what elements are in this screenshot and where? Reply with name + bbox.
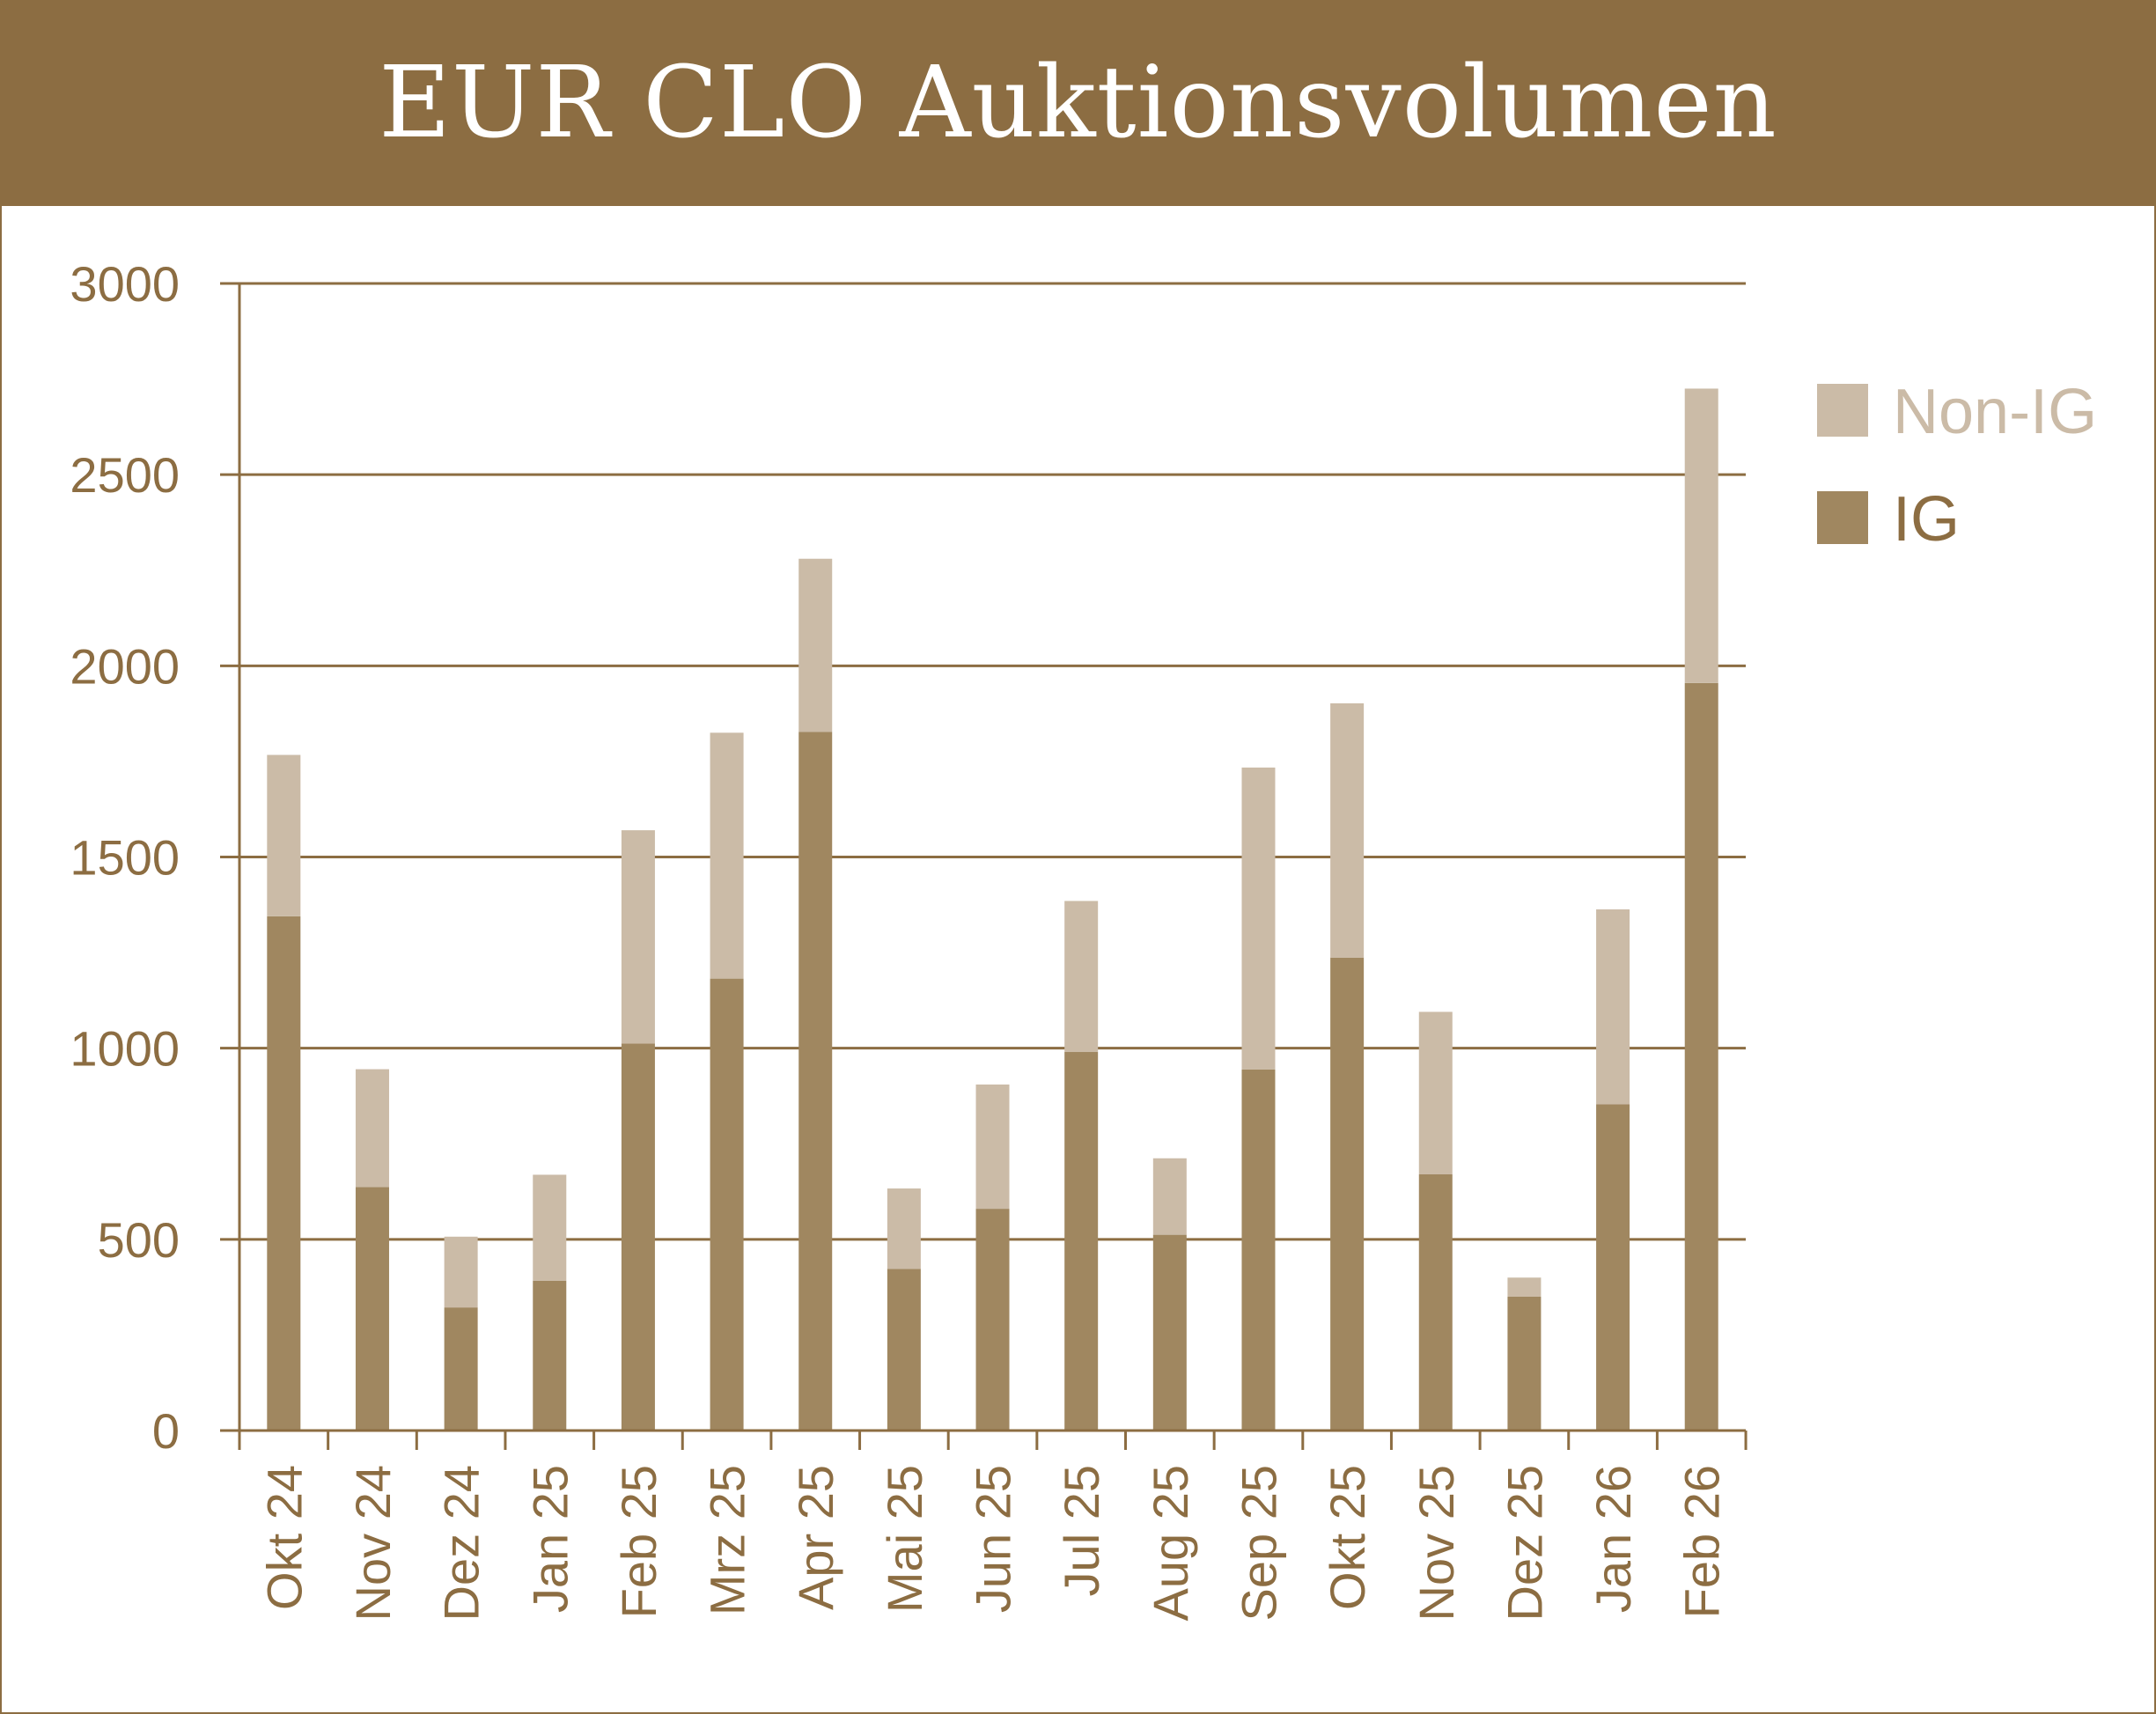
x-tick-label: Nov 25 <box>1409 1465 1464 1621</box>
bar-ig <box>533 1280 567 1431</box>
bar-non-ig <box>1064 901 1099 1053</box>
x-axis-ticks: Okt 24 Nov 24 Dez 24 Jan 25 Feb 25 Mrz 25 Apr … <box>256 1465 1729 1622</box>
bars <box>267 388 1718 1431</box>
legend-swatch-ig <box>1817 491 1868 544</box>
legend-label-ig: IG <box>1893 484 1960 555</box>
legend-label-non-ig: Non-IG <box>1893 377 2097 447</box>
bar-ig <box>1684 682 1718 1431</box>
x-tick-label: Aug 25 <box>1143 1465 1198 1622</box>
bar-ig <box>1596 1104 1630 1431</box>
bar-non-ig <box>710 732 744 979</box>
bar-non-ig <box>1241 767 1276 1070</box>
x-tick-label: Apr 25 <box>788 1465 843 1610</box>
bar-non-ig <box>1684 388 1718 683</box>
y-tick-label: 3000 <box>70 256 180 312</box>
bar-non-ig <box>798 558 833 732</box>
bar-non-ig <box>975 1084 1010 1210</box>
bar-ig <box>1507 1296 1542 1431</box>
bar-ig <box>1241 1069 1276 1431</box>
bar-ig <box>887 1269 921 1431</box>
bar-non-ig <box>1418 1011 1453 1174</box>
x-tick-label: Jul 25 <box>1054 1465 1109 1596</box>
bar-non-ig <box>355 1069 389 1188</box>
bar-non-ig <box>1152 1158 1187 1235</box>
y-tick-label: 2500 <box>70 447 180 503</box>
bar-ig <box>1330 957 1365 1431</box>
grid-lines <box>220 282 1746 1241</box>
bar-ig <box>267 916 301 1431</box>
bar-ig <box>710 978 744 1431</box>
x-tick-label: Okt 24 <box>256 1465 312 1610</box>
x-tick-label: Mrz 25 <box>700 1465 755 1615</box>
legend: Non-IG IG <box>1817 377 2097 555</box>
chart-header: EUR CLO Auktionsvolumen <box>0 0 2156 206</box>
bar-ig <box>1064 1052 1099 1431</box>
bar-ig <box>1418 1173 1453 1431</box>
bar-ig <box>444 1307 478 1431</box>
bar-ig <box>798 732 833 1431</box>
x-tick-label: Jan 26 <box>1586 1465 1641 1613</box>
x-tick-label: Dez 25 <box>1497 1465 1552 1621</box>
legend-swatch-non-ig <box>1817 384 1868 437</box>
bar-ig <box>621 1043 655 1431</box>
x-tick-label: Jan 25 <box>522 1465 578 1613</box>
bar-non-ig <box>444 1236 478 1308</box>
axes <box>220 283 1748 1450</box>
bar-non-ig <box>1596 909 1630 1105</box>
bar-ig <box>1152 1234 1187 1431</box>
x-tick-label: Feb 26 <box>1674 1465 1730 1618</box>
x-tick-label: Mai 25 <box>877 1465 932 1613</box>
x-tick-label: Nov 24 <box>345 1465 401 1621</box>
bar-non-ig <box>621 830 655 1044</box>
bar-non-ig <box>533 1174 567 1281</box>
y-axis-ticks: 0 500 1000 1500 2000 2500 3000 <box>70 256 180 1459</box>
bar-non-ig <box>267 754 301 916</box>
bar-non-ig <box>1330 703 1365 958</box>
x-tick-label: Jun 25 <box>966 1465 1021 1613</box>
y-tick-label: 500 <box>98 1212 180 1268</box>
bar-ig <box>355 1187 389 1431</box>
bar-ig <box>975 1209 1010 1431</box>
x-tick-label: Okt 25 <box>1320 1465 1375 1610</box>
x-tick-label: Sep 25 <box>1231 1465 1286 1622</box>
y-tick-label: 1500 <box>70 830 180 886</box>
x-tick-label: Dez 24 <box>434 1465 489 1621</box>
x-tick-label: Feb 25 <box>611 1465 666 1618</box>
bar-non-ig <box>1507 1277 1542 1297</box>
y-tick-label: 2000 <box>70 638 180 694</box>
y-tick-label: 1000 <box>70 1021 180 1077</box>
chart-title: EUR CLO Auktionsvolumen <box>379 46 1777 160</box>
y-tick-label: 0 <box>152 1403 180 1459</box>
bar-non-ig <box>887 1188 921 1269</box>
